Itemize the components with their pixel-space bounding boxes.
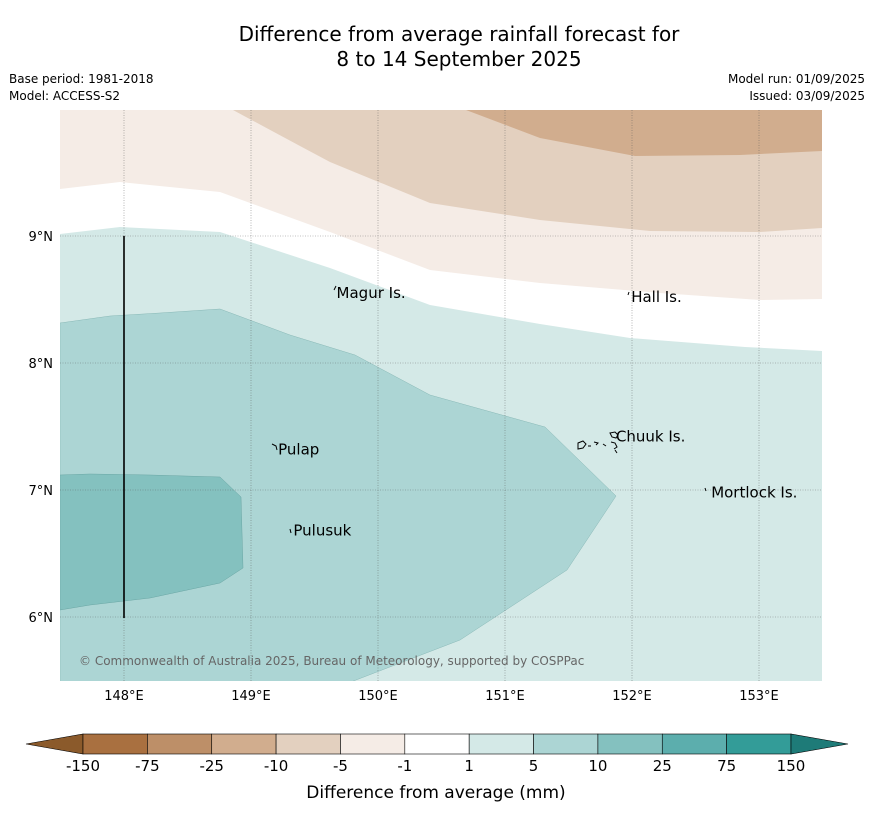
mortlock-island-outline [704,487,707,492]
colorbar-tick-label: -150 [66,757,100,775]
region-minus25-to-minus10 [466,110,822,156]
place-label: Pulap [278,440,319,458]
map-title-line2: 8 to 14 September 2025 [336,47,582,71]
base-period: Base period: 1981-2018 [9,72,154,86]
latitude-labels: 9°N 8°N 7°N 6°N [29,230,54,626]
place-label: Hall Is. [631,288,682,306]
longitude-tick-label: 148°E [104,689,144,704]
colorbar-title: Difference from average (mm) [306,783,565,803]
colorbar-tick-label: -5 [333,757,348,775]
latitude-tick-label: 9°N [29,230,54,245]
colorbar-swatch [533,733,599,755]
colorbar-tick-label: -25 [199,757,224,775]
place-label: Mortlock Is. [711,484,797,502]
region-10-to-25 [60,473,244,611]
colorbar-swatch [661,733,727,755]
longitude-labels: 148°E 149°E 150°E 151°E 152°E 153°E [104,689,779,704]
longitude-tick-label: 149°E [231,689,271,704]
latitude-tick-label: 7°N [29,484,54,499]
colorbar-tick-label: 25 [653,757,672,775]
pulusuk-island-outline [289,528,292,534]
model-run: Model run: 01/09/2025 [727,72,865,86]
island-outlines [271,285,707,534]
longitude-tick-label: 151°E [485,689,525,704]
longitude-tick-label: 152°E [612,689,652,704]
colorbar-under-arrow [25,733,84,755]
colorbar-tick-label: 75 [717,757,736,775]
colorbar-swatch [597,733,663,755]
colorbar-tick-label: 10 [588,757,607,775]
colorbar-over-arrow [790,733,849,755]
colorbar-tick-label: -75 [135,757,160,775]
place-labels: Magur Is. Hall Is. Pulap Chuuk Is. Mortlock … [278,284,797,539]
latitude-tick-label: 6°N [29,611,54,626]
map-title-line1: Difference from average rainfall forecas… [238,22,680,46]
colorbar-swatch [468,733,534,755]
colorbar-tick-label: 1 [464,757,474,775]
hall-island-outline [627,291,630,296]
place-label: Pulusuk [293,522,351,540]
colorbar-tick-labels: -150 -75 -25 -10 -5 -1 1 5 10 25 75 150 [66,757,805,775]
issued-date: Issued: 03/09/2025 [749,89,865,103]
place-label: Magur Is. [337,284,406,302]
colorbar-tick-label: 5 [529,757,539,775]
map-panel: © Commonwealth of Australia 2025, Bureau… [60,110,822,681]
longitude-tick-label: 153°E [739,689,779,704]
colorbar-swatch [726,733,792,755]
colorbar-tick-label: -1 [397,757,412,775]
place-label: Chuuk Is. [616,428,685,446]
chuuk-island-outline [577,431,619,454]
longitude-tick-label: 150°E [358,689,398,704]
colorbar-swatch [404,733,470,755]
model-name: Model: ACCESS-S2 [9,89,121,103]
colorbar-swatch [275,733,341,755]
copyright-notice: © Commonwealth of Australia 2025, Bureau… [79,654,584,668]
magur-island-outline [333,285,337,291]
pulap-island-outline [271,443,278,451]
colorbar [25,733,849,755]
colorbar-tick-label: 150 [777,757,806,775]
colorbar-swatch [82,733,148,755]
colorbar-swatch [147,733,213,755]
colorbar-swatch [340,733,406,755]
latitude-tick-label: 8°N [29,357,54,372]
colorbar-swatch [211,733,277,755]
colorbar-tick-label: -10 [264,757,289,775]
region-5-to-10 [60,308,617,681]
